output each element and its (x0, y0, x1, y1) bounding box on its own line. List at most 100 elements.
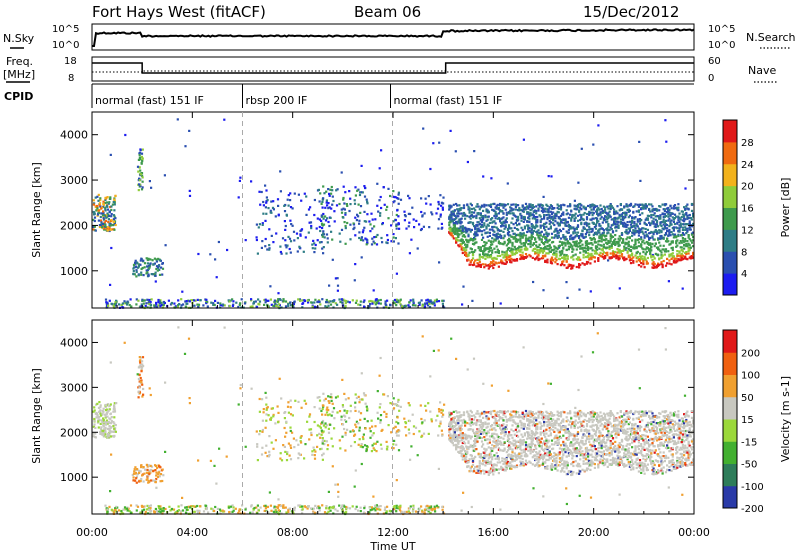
power-cell (126, 303, 128, 305)
power-cell (545, 252, 547, 254)
velocity-cell (124, 506, 126, 508)
power-cell (651, 235, 653, 237)
power-cell (491, 237, 493, 239)
power-cell (453, 237, 455, 239)
power-cell (611, 228, 613, 230)
velocity-cell (324, 422, 326, 424)
velocity-cell (286, 459, 288, 461)
power-cell (383, 186, 385, 188)
power-cell (668, 212, 670, 214)
velocity-cell (415, 427, 417, 429)
power-cell (214, 304, 216, 306)
velocity-cell (314, 454, 316, 456)
power-cell (317, 218, 319, 220)
velocity-cell (101, 419, 103, 421)
velocity-cell (408, 429, 410, 431)
power-cell (99, 226, 101, 228)
velocity-cell (164, 451, 166, 453)
power-cell (321, 298, 323, 300)
velocity-cell (321, 430, 323, 432)
power-cell (588, 223, 590, 225)
power-cell (569, 204, 571, 206)
velocity-cell (268, 451, 270, 453)
power-cell (369, 223, 371, 225)
colorbar-swatch (723, 164, 737, 186)
power-cell (310, 225, 312, 227)
power-cell (105, 217, 107, 219)
power-cell (314, 247, 316, 249)
power-cell (599, 204, 601, 206)
power-cell (354, 217, 356, 219)
velocity-cell (142, 356, 144, 358)
velocity-cell (140, 464, 142, 466)
power-cell (438, 142, 440, 144)
power-cell (449, 221, 451, 223)
power-cell (631, 235, 633, 237)
power-cell (598, 231, 600, 233)
velocity-cell (362, 438, 364, 440)
power-cell (514, 227, 516, 229)
colorbar-swatch (723, 120, 737, 142)
power-cell (229, 300, 231, 302)
velocity-cell (113, 416, 115, 418)
power-cell (629, 215, 631, 217)
power-cell (555, 253, 557, 255)
velocity-cell (142, 506, 144, 508)
power-cell (621, 253, 623, 255)
power-cell (409, 252, 411, 254)
power-cell (530, 243, 532, 245)
power-cell (496, 258, 498, 260)
power-cell (657, 225, 659, 227)
power-cell (676, 260, 678, 262)
power-cell (628, 244, 630, 246)
power-cell (108, 218, 110, 220)
power-cell (479, 230, 481, 232)
power-cell (577, 259, 579, 261)
power-cell (545, 248, 547, 250)
power-cell (303, 251, 305, 253)
power-cell (688, 208, 690, 210)
power-cell (548, 228, 550, 230)
power-cell (436, 299, 438, 301)
velocity-cell (97, 420, 99, 422)
velocity-cell (263, 411, 265, 413)
power-cell (577, 232, 579, 234)
power-cell (492, 267, 494, 269)
velocity-cell (314, 505, 316, 507)
power-cell (640, 236, 642, 238)
power-cell (588, 231, 590, 233)
velocity-cell (322, 439, 324, 441)
power-cell (155, 280, 157, 282)
power-cell (520, 217, 522, 219)
power-cell (634, 203, 636, 205)
power-cell (654, 257, 656, 259)
velocity-cell (97, 414, 99, 416)
power-cell (622, 240, 624, 242)
velocity-cell (154, 464, 156, 466)
power-cell (597, 243, 599, 245)
power-cell (510, 222, 512, 224)
velocity-cell (98, 417, 100, 419)
power-cell (289, 301, 291, 303)
power-cell (545, 237, 547, 239)
power-cell (339, 233, 341, 235)
power-cell (363, 227, 365, 229)
cpid-segment-label: normal (fast) 151 IF (95, 94, 204, 107)
power-cell (581, 148, 583, 150)
power-cell (570, 227, 572, 229)
power-cell (408, 197, 410, 199)
velocity-cell (385, 416, 387, 418)
power-cell (162, 262, 164, 264)
power-cell (279, 246, 281, 248)
power-cell (669, 234, 671, 236)
power-cell (140, 173, 142, 175)
velocity-cell (160, 473, 162, 475)
power-cell (463, 248, 465, 250)
power-cell (578, 266, 580, 268)
power-cell (364, 238, 366, 240)
power-cell (389, 195, 391, 197)
power-cell (258, 191, 260, 193)
power-cell (537, 208, 539, 210)
power-cell (400, 199, 402, 201)
power-cell (332, 200, 334, 202)
